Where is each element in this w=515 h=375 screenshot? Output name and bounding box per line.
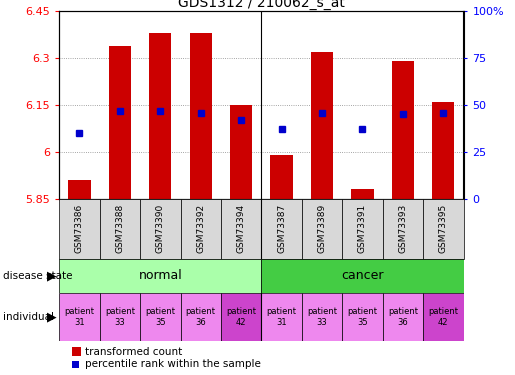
Bar [351,189,373,199]
Text: GSM73394: GSM73394 [237,204,246,254]
Bar [342,292,383,341]
Text: GSM73393: GSM73393 [399,204,407,254]
Bar [230,105,252,199]
Bar [392,61,414,199]
Bar [149,33,171,199]
Text: GSM73389: GSM73389 [318,204,327,254]
Bar [261,259,464,292]
Bar [100,199,140,259]
Text: patient
33: patient 33 [105,307,135,327]
Bar [221,292,261,341]
Bar [423,199,464,259]
Text: patient
35: patient 35 [348,307,377,327]
Bar [432,102,454,199]
Bar [342,199,383,259]
Bar [383,199,423,259]
Text: patient
42: patient 42 [428,307,458,327]
Text: GSM73387: GSM73387 [277,204,286,254]
Bar [302,292,342,341]
Text: patient
33: patient 33 [307,307,337,327]
Text: transformed count: transformed count [85,347,182,357]
Bar [140,199,180,259]
Bar [100,292,140,341]
Text: disease state: disease state [3,271,72,280]
Bar [180,199,221,259]
Bar [59,259,261,292]
Bar [59,292,100,341]
Bar [59,199,100,259]
Text: ▶: ▶ [47,269,57,282]
Text: GSM73390: GSM73390 [156,204,165,254]
Text: GSM73386: GSM73386 [75,204,84,254]
Bar [68,180,91,199]
Bar [261,199,302,259]
Text: patient
36: patient 36 [388,307,418,327]
Text: individual: individual [3,312,54,322]
Text: GSM73388: GSM73388 [115,204,124,254]
Bar [190,33,212,199]
Bar [140,292,180,341]
Text: patient
31: patient 31 [267,307,297,327]
Text: GSM73395: GSM73395 [439,204,448,254]
Text: GSM73391: GSM73391 [358,204,367,254]
Text: patient
42: patient 42 [226,307,256,327]
Bar [423,292,464,341]
Bar [109,46,131,199]
Title: GDS1312 / 210062_s_at: GDS1312 / 210062_s_at [178,0,345,10]
Bar [383,292,423,341]
Text: percentile rank within the sample: percentile rank within the sample [85,359,261,369]
Bar [221,199,261,259]
Text: normal: normal [139,269,182,282]
Text: patient
31: patient 31 [64,307,94,327]
Bar [180,292,221,341]
Text: patient
35: patient 35 [145,307,175,327]
Text: cancer: cancer [341,269,384,282]
Text: GSM73392: GSM73392 [196,204,205,254]
Bar [270,155,293,199]
Bar [311,52,333,199]
Bar [302,199,342,259]
Text: patient
36: patient 36 [186,307,216,327]
Bar [261,292,302,341]
Text: ▶: ▶ [47,310,57,323]
